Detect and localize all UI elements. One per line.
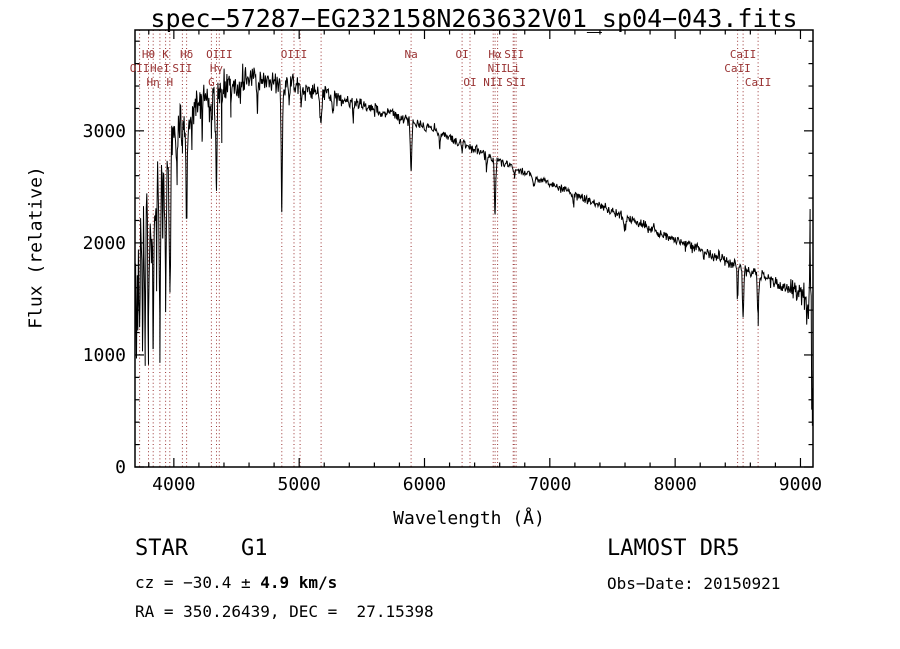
spectral-line-label: Hδ (180, 48, 194, 61)
spectral-line-label: OIII (206, 48, 233, 61)
spectral-line-label: OI (455, 48, 469, 61)
plot-title: spec−57287−EG232158N263632V01_sp04−043.f… (150, 4, 798, 33)
x-tick-label: 6000 (402, 474, 447, 495)
spectral-line-label: SII (172, 62, 193, 75)
cz-error: 4.9 km/s (260, 573, 338, 592)
x-tick-label: 4000 (152, 474, 196, 495)
spectral-line-label: K (162, 48, 169, 61)
spectral-line-label: SII (506, 76, 527, 89)
spectral-line-label: OIII (280, 48, 308, 61)
y-tick-label: 1000 (82, 344, 126, 366)
plot-frame (134, 29, 814, 468)
y-tick-label: 0 (115, 457, 126, 478)
classification-text: STAR G1 (135, 536, 268, 561)
spectral-line-label: CaII (744, 76, 772, 89)
spectral-line-label: G (208, 76, 215, 89)
x-axis-label: Wavelength (Å) (393, 508, 545, 529)
spectral-line-label: H (166, 76, 174, 89)
axis-ticks (135, 30, 813, 468)
spectral-line-label: OII (129, 62, 150, 75)
spectral-line-label: Hθ (141, 48, 156, 61)
spectral-line-label: Hα (488, 48, 502, 61)
ra-dec-text: RA = 350.26439, DEC = 27.15398 (135, 602, 434, 621)
y-tick-label: 3000 (82, 120, 126, 142)
y-tick-label: 2000 (82, 232, 126, 254)
spectral-line-label: NII (483, 76, 504, 89)
y-axis-label: Flux (relative) (25, 166, 47, 329)
spectrum-line (134, 63, 814, 426)
marked-lines (139, 30, 759, 467)
spectral-line-label: HeI (150, 62, 170, 75)
spectral-line-label: CaII (729, 48, 757, 61)
spectral-line-label: Na (404, 48, 418, 61)
spectral-line-label: Hη (146, 76, 160, 89)
x-tick-label: 9000 (778, 474, 823, 495)
cz-value: cz = −30.4 ± (135, 573, 261, 592)
spectral-line-label: CaII (724, 62, 751, 75)
obs-date-text: Obs−Date: 20150921 (607, 574, 781, 593)
spectral-line-label: SII (504, 48, 525, 61)
cz-text: cz = −30.4 ± 4.9 km/s (135, 573, 337, 592)
x-tick-label: 7000 (528, 474, 572, 495)
x-tick-label: 8000 (653, 474, 697, 495)
survey-text: LAMOST DR5 (607, 536, 740, 561)
spectral-line-label: NII (487, 62, 508, 75)
x-tick-label: 5000 (277, 474, 321, 495)
spectral-line-label: Li (506, 62, 520, 75)
spectral-line-label: OI (463, 76, 477, 89)
spectral-line-label: Hγ (209, 62, 224, 75)
